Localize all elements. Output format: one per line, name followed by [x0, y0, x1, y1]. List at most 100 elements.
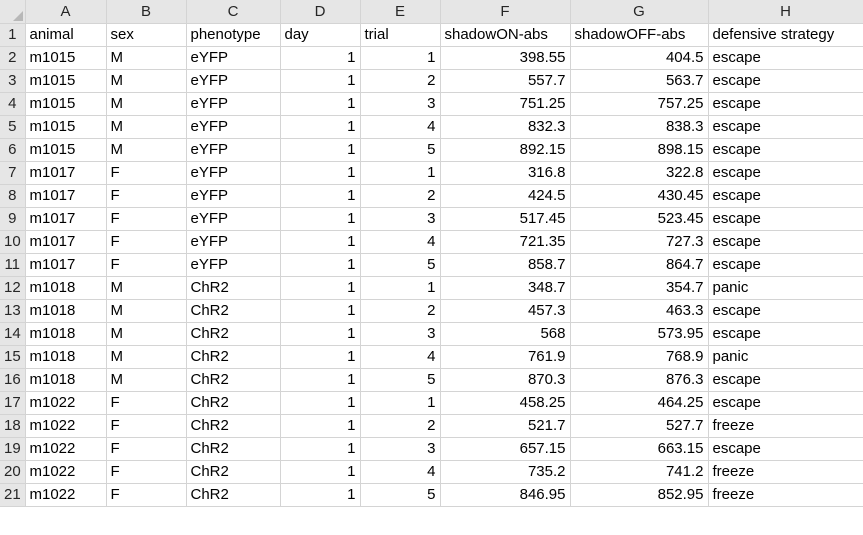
cell-h15[interactable]: panic	[708, 345, 863, 369]
cell-a6[interactable]: m1015	[25, 138, 107, 162]
cell-g13[interactable]: 463.3	[570, 299, 709, 323]
cell-g17[interactable]: 464.25	[570, 391, 709, 415]
cell-h17[interactable]: escape	[708, 391, 863, 415]
cell-c12[interactable]: ChR2	[186, 276, 281, 300]
cell-d7[interactable]: 1	[280, 161, 361, 185]
cell-d10[interactable]: 1	[280, 230, 361, 254]
cell-f20[interactable]: 735.2	[440, 460, 571, 484]
cell-b11[interactable]: F	[106, 253, 187, 277]
cell-e2[interactable]: 1	[360, 46, 441, 70]
cell-e17[interactable]: 1	[360, 391, 441, 415]
cell-h12[interactable]: panic	[708, 276, 863, 300]
cell-e15[interactable]: 4	[360, 345, 441, 369]
cell-e12[interactable]: 1	[360, 276, 441, 300]
cell-d8[interactable]: 1	[280, 184, 361, 208]
cell-a17[interactable]: m1022	[25, 391, 107, 415]
cell-e21[interactable]: 5	[360, 483, 441, 507]
cell-f5[interactable]: 832.3	[440, 115, 571, 139]
column-header-g[interactable]: G	[570, 0, 709, 24]
row-header-11[interactable]: 11	[0, 253, 26, 277]
cell-b3[interactable]: M	[106, 69, 187, 93]
cell-h10[interactable]: escape	[708, 230, 863, 254]
cell-e11[interactable]: 5	[360, 253, 441, 277]
cell-e18[interactable]: 2	[360, 414, 441, 438]
row-header-17[interactable]: 17	[0, 391, 26, 415]
cell-e13[interactable]: 2	[360, 299, 441, 323]
cell-g2[interactable]: 404.5	[570, 46, 709, 70]
cell-e9[interactable]: 3	[360, 207, 441, 231]
row-header-12[interactable]: 12	[0, 276, 26, 300]
column-header-f[interactable]: F	[440, 0, 571, 24]
cell-b15[interactable]: M	[106, 345, 187, 369]
cell-a14[interactable]: m1018	[25, 322, 107, 346]
cell-b12[interactable]: M	[106, 276, 187, 300]
cell-c17[interactable]: ChR2	[186, 391, 281, 415]
column-header-c[interactable]: C	[186, 0, 281, 24]
cell-f8[interactable]: 424.5	[440, 184, 571, 208]
row-header-1[interactable]: 1	[0, 23, 26, 47]
cell-h3[interactable]: escape	[708, 69, 863, 93]
cell-a15[interactable]: m1018	[25, 345, 107, 369]
cell-f16[interactable]: 870.3	[440, 368, 571, 392]
cell-c14[interactable]: ChR2	[186, 322, 281, 346]
cell-d19[interactable]: 1	[280, 437, 361, 461]
row-header-7[interactable]: 7	[0, 161, 26, 185]
cell-g11[interactable]: 864.7	[570, 253, 709, 277]
cell-b6[interactable]: M	[106, 138, 187, 162]
cell-c11[interactable]: eYFP	[186, 253, 281, 277]
cell-f3[interactable]: 557.7	[440, 69, 571, 93]
cell-g3[interactable]: 563.7	[570, 69, 709, 93]
cell-g8[interactable]: 430.45	[570, 184, 709, 208]
cell-a20[interactable]: m1022	[25, 460, 107, 484]
cell-c13[interactable]: ChR2	[186, 299, 281, 323]
cell-d2[interactable]: 1	[280, 46, 361, 70]
cell-h11[interactable]: escape	[708, 253, 863, 277]
cell-d12[interactable]: 1	[280, 276, 361, 300]
cell-b13[interactable]: M	[106, 299, 187, 323]
cell-d1[interactable]: day	[280, 23, 361, 47]
cell-d3[interactable]: 1	[280, 69, 361, 93]
cell-c18[interactable]: ChR2	[186, 414, 281, 438]
cell-d15[interactable]: 1	[280, 345, 361, 369]
cell-f10[interactable]: 721.35	[440, 230, 571, 254]
cell-f14[interactable]: 568	[440, 322, 571, 346]
row-header-18[interactable]: 18	[0, 414, 26, 438]
cell-c15[interactable]: ChR2	[186, 345, 281, 369]
cell-h7[interactable]: escape	[708, 161, 863, 185]
cell-f15[interactable]: 761.9	[440, 345, 571, 369]
row-header-6[interactable]: 6	[0, 138, 26, 162]
cell-d13[interactable]: 1	[280, 299, 361, 323]
cell-b8[interactable]: F	[106, 184, 187, 208]
cell-d14[interactable]: 1	[280, 322, 361, 346]
cell-e14[interactable]: 3	[360, 322, 441, 346]
cell-d4[interactable]: 1	[280, 92, 361, 116]
cell-e5[interactable]: 4	[360, 115, 441, 139]
cell-h14[interactable]: escape	[708, 322, 863, 346]
cell-f9[interactable]: 517.45	[440, 207, 571, 231]
column-header-e[interactable]: E	[360, 0, 441, 24]
cell-e7[interactable]: 1	[360, 161, 441, 185]
cell-g4[interactable]: 757.25	[570, 92, 709, 116]
cell-a11[interactable]: m1017	[25, 253, 107, 277]
cell-a9[interactable]: m1017	[25, 207, 107, 231]
cell-c21[interactable]: ChR2	[186, 483, 281, 507]
cell-b7[interactable]: F	[106, 161, 187, 185]
cell-b19[interactable]: F	[106, 437, 187, 461]
cell-h5[interactable]: escape	[708, 115, 863, 139]
cell-a19[interactable]: m1022	[25, 437, 107, 461]
row-header-3[interactable]: 3	[0, 69, 26, 93]
cell-a18[interactable]: m1022	[25, 414, 107, 438]
cell-g18[interactable]: 527.7	[570, 414, 709, 438]
cell-h4[interactable]: escape	[708, 92, 863, 116]
cell-g14[interactable]: 573.95	[570, 322, 709, 346]
cell-h1[interactable]: defensive strategy	[708, 23, 863, 47]
cell-f17[interactable]: 458.25	[440, 391, 571, 415]
row-header-9[interactable]: 9	[0, 207, 26, 231]
cell-d5[interactable]: 1	[280, 115, 361, 139]
cell-c19[interactable]: ChR2	[186, 437, 281, 461]
cell-a3[interactable]: m1015	[25, 69, 107, 93]
cell-a5[interactable]: m1015	[25, 115, 107, 139]
cell-g19[interactable]: 663.15	[570, 437, 709, 461]
cell-h18[interactable]: freeze	[708, 414, 863, 438]
